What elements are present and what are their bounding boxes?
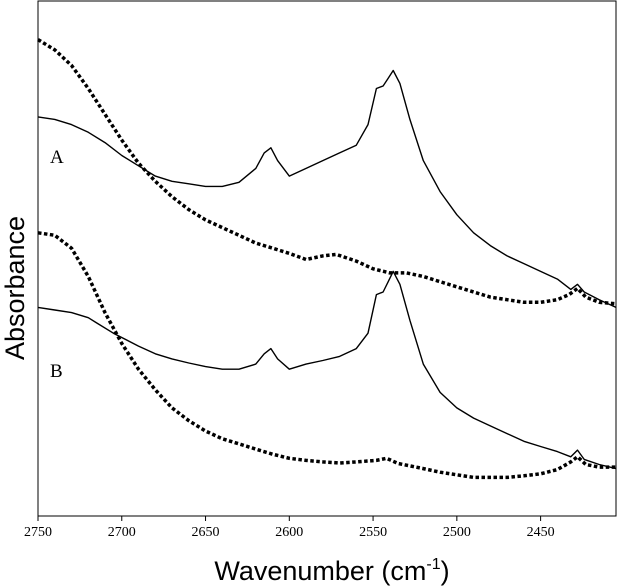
x-axis-label-superscript: -1 [426, 556, 440, 573]
plot-frame [37, 0, 617, 517]
x-axis-label-text: Wavenumber (cm [214, 556, 426, 586]
series-line-panel-a-dotted [37, 38, 617, 306]
panel-label-a: A [50, 147, 64, 168]
x-tick-label: 2550 [359, 525, 387, 540]
x-tick-label: 2500 [443, 525, 471, 540]
x-axis-label-close: ) [441, 556, 450, 586]
y-axis-label: Absorbance [0, 216, 30, 360]
series-line-panel-b-dotted [37, 231, 616, 480]
x-axis-ticks: 2750 2700 2650 2600 2550 2500 2450 [24, 516, 555, 540]
x-tick-label: 2450 [527, 525, 555, 540]
series-layer [37, 38, 617, 480]
x-tick-label: 2750 [24, 525, 52, 540]
x-tick-label: 2600 [275, 525, 303, 540]
panel-label-b: B [50, 361, 63, 382]
x-axis-label: Wavenumber (cm-1) [214, 556, 449, 586]
series-line-panel-a-solid [37, 69, 617, 309]
x-tick-label: 2700 [108, 525, 136, 540]
series-line-panel-b-solid [37, 270, 617, 470]
x-tick-label: 2650 [192, 525, 220, 540]
